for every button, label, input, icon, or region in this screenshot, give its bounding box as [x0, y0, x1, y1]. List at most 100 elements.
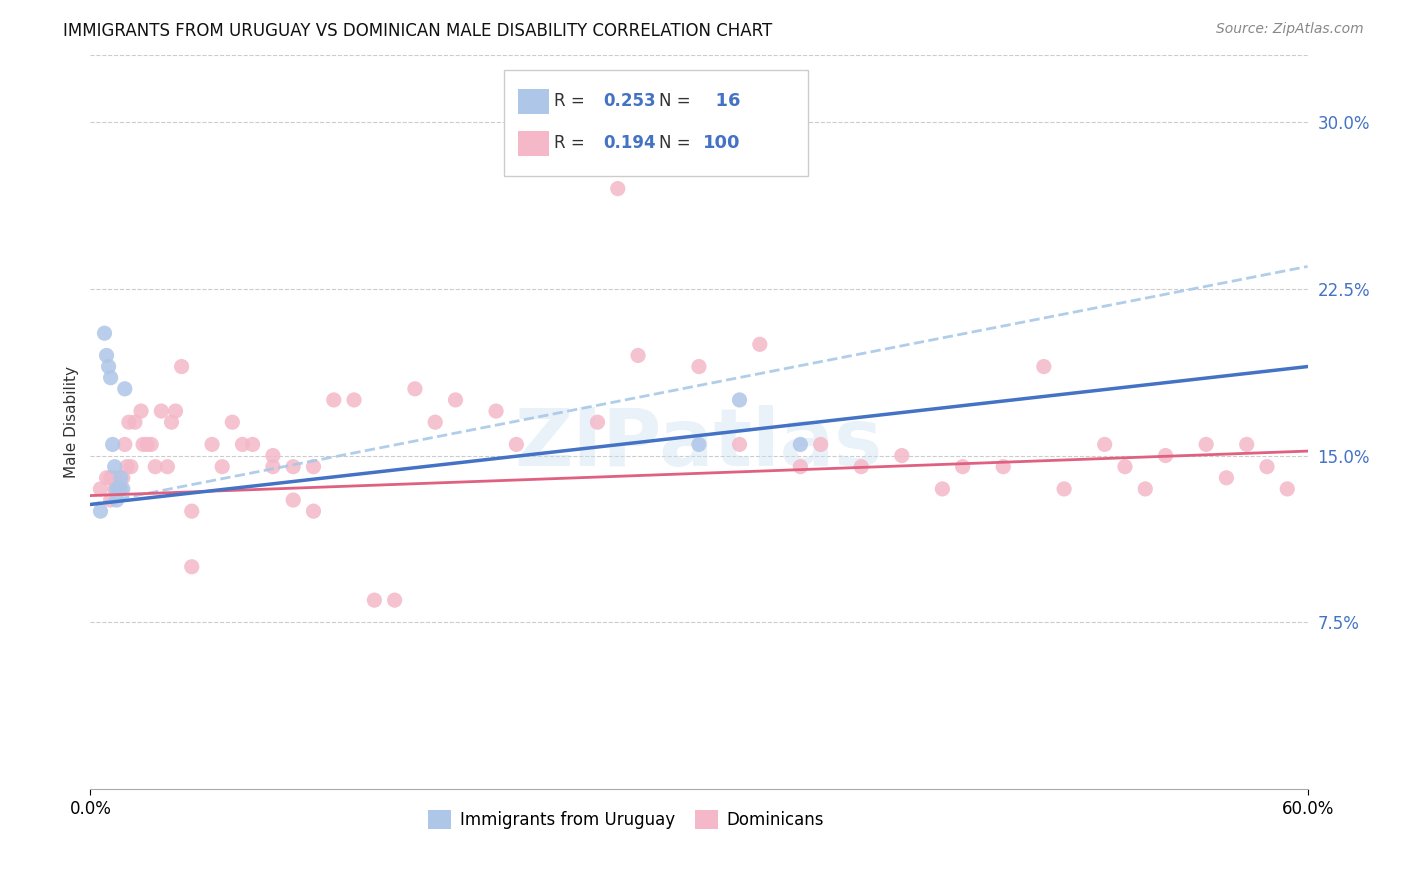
Point: [105, 482, 128, 496]
Point: [283, 459, 305, 474]
Point: [262, 449, 284, 463]
Point: [89, 482, 111, 496]
Point: [586, 415, 609, 429]
Point: [1277, 482, 1299, 496]
Point: [728, 437, 751, 451]
Point: [302, 504, 325, 518]
FancyBboxPatch shape: [517, 89, 550, 114]
Point: [789, 459, 811, 474]
Point: [96, 471, 118, 485]
Text: R =: R =: [554, 134, 591, 153]
Point: [262, 459, 284, 474]
Point: [110, 471, 132, 485]
Point: [1053, 482, 1076, 496]
Point: [322, 392, 344, 407]
Legend: Immigrants from Uruguay, Dominicans: Immigrants from Uruguay, Dominicans: [422, 804, 831, 836]
Point: [1094, 437, 1116, 451]
Point: [136, 437, 159, 451]
Y-axis label: Male Disability: Male Disability: [65, 367, 79, 478]
Point: [107, 482, 129, 496]
Point: [110, 482, 132, 496]
Point: [242, 437, 264, 451]
Point: [851, 459, 873, 474]
Point: [606, 181, 628, 195]
Point: [931, 482, 953, 496]
Text: IMMIGRANTS FROM URUGUAY VS DOMINICAN MALE DISABILITY CORRELATION CHART: IMMIGRANTS FROM URUGUAY VS DOMINICAN MAL…: [63, 22, 772, 40]
FancyBboxPatch shape: [505, 70, 808, 177]
Point: [96, 348, 118, 362]
Point: [425, 415, 447, 429]
Point: [993, 459, 1015, 474]
Text: 100: 100: [703, 134, 740, 153]
Text: 0.194: 0.194: [603, 134, 655, 153]
Point: [104, 482, 127, 496]
Point: [688, 437, 710, 451]
Point: [363, 593, 385, 607]
Text: Source: ZipAtlas.com: Source: ZipAtlas.com: [1216, 22, 1364, 37]
Point: [526, 160, 548, 174]
Point: [890, 449, 912, 463]
Point: [111, 471, 134, 485]
Point: [143, 459, 166, 474]
Point: [100, 471, 122, 485]
Point: [97, 359, 120, 374]
Point: [115, 459, 138, 474]
Point: [180, 504, 202, 518]
Point: [124, 415, 146, 429]
Point: [810, 437, 832, 451]
Point: [1114, 459, 1136, 474]
Point: [120, 459, 142, 474]
Point: [404, 382, 426, 396]
Point: [100, 493, 122, 508]
Point: [302, 459, 325, 474]
FancyBboxPatch shape: [517, 131, 550, 156]
Text: R =: R =: [554, 93, 591, 111]
Point: [129, 404, 152, 418]
Point: [93, 326, 115, 341]
Text: N =: N =: [659, 134, 690, 153]
Point: [1135, 482, 1157, 496]
Point: [170, 359, 193, 374]
Point: [104, 471, 127, 485]
Point: [485, 404, 508, 418]
Point: [101, 437, 124, 451]
Point: [627, 348, 650, 362]
Point: [105, 482, 128, 496]
Point: [221, 415, 243, 429]
Point: [1256, 459, 1278, 474]
Point: [150, 404, 173, 418]
Point: [114, 437, 136, 451]
Point: [384, 593, 406, 607]
Point: [104, 459, 127, 474]
Point: [201, 437, 224, 451]
Point: [343, 392, 366, 407]
Point: [444, 392, 467, 407]
Point: [141, 437, 163, 451]
Point: [748, 337, 770, 351]
Point: [789, 437, 811, 451]
Text: 16: 16: [703, 93, 740, 111]
Point: [111, 482, 134, 496]
Point: [114, 382, 136, 396]
Point: [105, 493, 128, 508]
Point: [688, 359, 710, 374]
Text: ZIPatlas: ZIPatlas: [515, 405, 883, 483]
Point: [160, 415, 183, 429]
Point: [952, 459, 974, 474]
Point: [132, 437, 155, 451]
Point: [1154, 449, 1177, 463]
Text: 0.253: 0.253: [603, 93, 655, 111]
Point: [728, 392, 751, 407]
Point: [1195, 437, 1218, 451]
Point: [1236, 437, 1258, 451]
Point: [100, 370, 122, 384]
Point: [231, 437, 253, 451]
Point: [211, 459, 233, 474]
Point: [165, 404, 187, 418]
Point: [156, 459, 179, 474]
Point: [1215, 471, 1237, 485]
Point: [107, 482, 129, 496]
Point: [505, 437, 527, 451]
Text: N =: N =: [659, 93, 690, 111]
Point: [89, 504, 111, 518]
